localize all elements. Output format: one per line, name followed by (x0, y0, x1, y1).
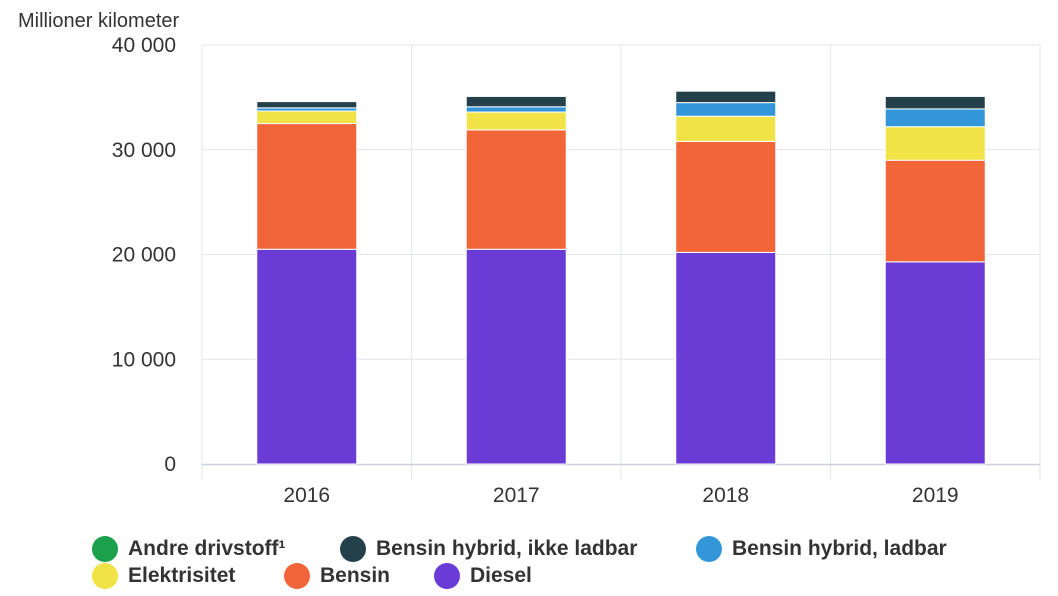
legend-label: Elektrisitet (128, 564, 236, 587)
legend-item[interactable]: Bensin (284, 563, 390, 589)
bar-segment-elektrisitet-2018[interactable] (675, 115, 777, 142)
legend-label: Bensin hybrid, ikke ladbar (376, 537, 638, 560)
bar-segment-elektrisitet-2016[interactable] (256, 110, 358, 125)
legend-swatch (434, 563, 460, 589)
bar-segment-bensin-hybrid-ladbar-2019[interactable] (884, 108, 986, 128)
legend-label: Bensin (320, 564, 391, 587)
bar-segment-andre-drivstoff-2017[interactable] (465, 95, 567, 97)
bar-segment-bensin-2018[interactable] (675, 140, 777, 253)
x-tick-label: 2016 (283, 484, 330, 507)
legend-item[interactable]: Andre drivstoff¹ (92, 536, 286, 562)
bar-segment-diesel-2016[interactable] (256, 248, 358, 465)
bar-segment-bensin-2016[interactable] (256, 123, 358, 250)
y-tick-label: 20 000 (112, 244, 176, 267)
legend-item[interactable]: Bensin hybrid, ikke ladbar (340, 536, 637, 562)
bar-segment-bensin-hybrid-ikke-ladbar-2017[interactable] (465, 95, 567, 108)
bars (256, 90, 986, 465)
bar-segment-andre-drivstoff-2018[interactable] (675, 90, 777, 92)
y-tick-label: 30 000 (112, 139, 176, 162)
x-tick-label: 2019 (912, 484, 959, 507)
legend-swatch (340, 536, 366, 562)
bar-segment-bensin-2017[interactable] (465, 129, 567, 250)
bar-segment-diesel-2017[interactable] (465, 248, 567, 465)
chart: Millioner kilometer 0 10 000 20 000 30 000 4… (18, 10, 1041, 507)
y-tick-label: 40 000 (112, 34, 176, 57)
bar-segment-elektrisitet-2017[interactable] (465, 111, 567, 131)
bar-segment-andre-drivstoff-2016[interactable] (256, 100, 358, 103)
bar-segment-bensin-2019[interactable] (884, 159, 986, 263)
legend-item[interactable]: Bensin hybrid, ladbar (696, 536, 947, 562)
legend-label: Diesel (470, 564, 532, 587)
y-tick-labels: 0 10 000 20 000 30 000 40 000 (112, 34, 176, 476)
bar-segment-diesel-2019[interactable] (884, 261, 986, 465)
legend-swatch (696, 536, 722, 562)
x-tick-labels: 2016 2017 2018 2019 (283, 484, 958, 507)
y-tick-label: 0 (164, 453, 176, 476)
bar-segment-bensin-hybrid-ladbar-2018[interactable] (675, 102, 777, 117)
legend-label: Bensin hybrid, ladbar (732, 537, 947, 560)
bar-segment-bensin-hybrid-ikke-ladbar-2018[interactable] (675, 90, 777, 104)
x-tick-label: 2017 (493, 484, 540, 507)
y-tick-label: 10 000 (112, 348, 176, 371)
bar-segment-diesel-2018[interactable] (675, 251, 777, 465)
legend-swatch (92, 563, 118, 589)
bar-segment-bensin-hybrid-ladbar-2017[interactable] (465, 106, 567, 113)
y-axis-title: Millioner kilometer (18, 10, 179, 32)
bar-segment-elektrisitet-2019[interactable] (884, 126, 986, 161)
bar-segment-bensin-hybrid-ikke-ladbar-2016[interactable] (256, 101, 358, 109)
bar-segment-bensin-hybrid-ikke-ladbar-2019[interactable] (884, 95, 986, 110)
legend-item[interactable]: Elektrisitet (92, 563, 235, 589)
legend-item[interactable]: Diesel (434, 563, 532, 589)
legend-swatch (92, 536, 118, 562)
x-tick-label: 2018 (702, 484, 749, 507)
bar-segment-andre-drivstoff-2019[interactable] (884, 95, 986, 97)
legend-swatch (284, 563, 310, 589)
legend-label: Andre drivstoff¹ (128, 537, 286, 560)
